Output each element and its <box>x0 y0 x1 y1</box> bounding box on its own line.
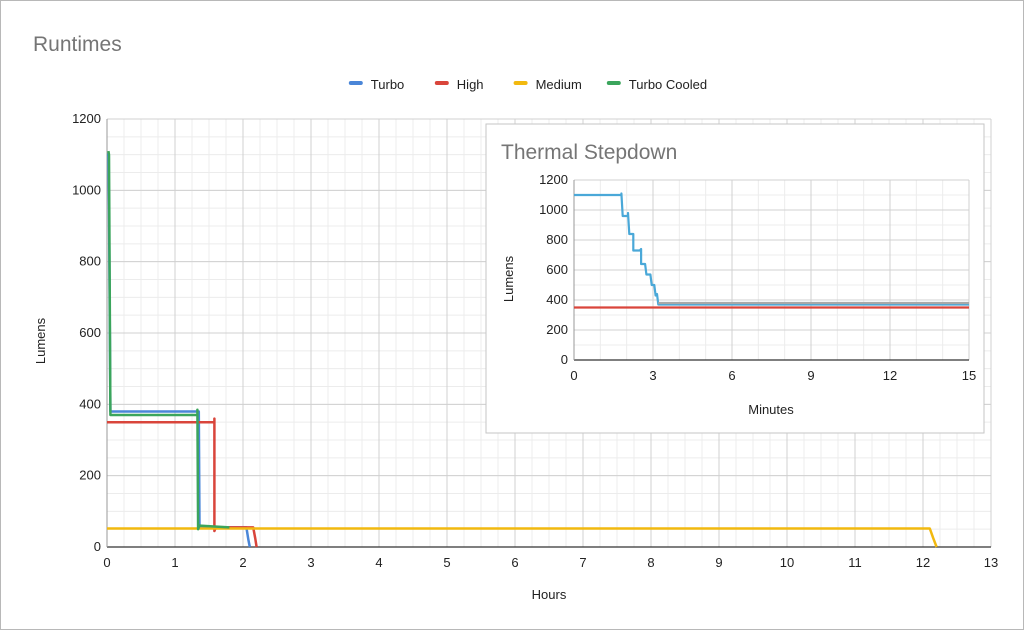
inset-y-axis-label: Lumens <box>501 255 516 302</box>
y-tick-label: 1200 <box>72 111 101 126</box>
x-tick-label: 0 <box>570 368 577 383</box>
x-tick-label: 2 <box>239 555 246 570</box>
x-tick-label: 9 <box>807 368 814 383</box>
legend-swatch <box>513 81 528 85</box>
x-tick-label: 8 <box>647 555 654 570</box>
x-tick-label: 4 <box>375 555 382 570</box>
x-tick-label: 5 <box>443 555 450 570</box>
y-tick-label: 200 <box>546 322 568 337</box>
inset-panel <box>485 123 985 434</box>
y-tick-label: 800 <box>79 254 101 269</box>
series-line-1 <box>574 192 969 306</box>
y-tick-label: 800 <box>546 232 568 247</box>
x-tick-label: 13 <box>984 555 998 570</box>
y-tick-label: 600 <box>79 325 101 340</box>
legend-item-turbo-cooled[interactable]: Turbo Cooled <box>606 77 707 92</box>
legend-label: Medium <box>536 77 582 92</box>
y-tick-label: 200 <box>79 468 101 483</box>
series-line-turbo-cooled <box>107 150 230 531</box>
series-line-medium <box>107 527 938 548</box>
x-tick-label: 7 <box>579 555 586 570</box>
x-tick-label: 3 <box>307 555 314 570</box>
x-tick-label: 12 <box>916 555 930 570</box>
legend-item-turbo[interactable]: Turbo <box>348 77 404 92</box>
main-series-lines <box>107 150 938 548</box>
legend-swatch <box>434 81 449 85</box>
main-y-tick-labels: 0 200 400 600 800 1000 1200 <box>72 111 101 554</box>
x-tick-label: 3 <box>649 368 656 383</box>
inset-x-tick-labels: 0 3 6 9 12 15 <box>570 368 976 383</box>
y-tick-label: 600 <box>546 262 568 277</box>
x-tick-label: 9 <box>715 555 722 570</box>
legend-label: Turbo <box>371 77 404 92</box>
legend-label: High <box>457 77 484 92</box>
inset-grid <box>573 179 970 361</box>
y-tick-label: 0 <box>561 352 568 367</box>
y-tick-label: 1000 <box>539 202 568 217</box>
y-tick-label: 1000 <box>72 182 101 197</box>
x-tick-label: 0 <box>103 555 110 570</box>
x-tick-label: 6 <box>511 555 518 570</box>
main-x-tick-labels: 0 1 2 3 4 5 6 7 8 9 10 11 12 13 <box>103 555 998 570</box>
legend-swatch <box>348 81 363 85</box>
inset-series-lines <box>574 192 969 309</box>
legend-item-high[interactable]: High <box>434 77 484 92</box>
main-x-axis-label: Hours <box>532 587 567 602</box>
inset-x-axis-label: Minutes <box>748 402 794 417</box>
x-tick-label: 12 <box>883 368 897 383</box>
inset-chart-title: Thermal Stepdown <box>501 141 677 164</box>
legend-item-medium[interactable]: Medium <box>513 77 582 92</box>
y-tick-label: 1200 <box>539 172 568 187</box>
x-tick-label: 10 <box>780 555 794 570</box>
legend-swatch <box>606 81 621 85</box>
y-tick-label: 0 <box>94 539 101 554</box>
y-tick-label: 400 <box>546 292 568 307</box>
legend: Turbo High Medium Turbo Cooled <box>348 77 707 92</box>
x-tick-label: 11 <box>848 555 862 570</box>
legend-label: Turbo Cooled <box>629 77 707 92</box>
main-y-axis-label: Lumens <box>33 317 48 364</box>
main-chart-title: Runtimes <box>33 33 122 56</box>
x-tick-label: 15 <box>962 368 976 383</box>
x-tick-label: 6 <box>728 368 735 383</box>
x-tick-label: 1 <box>171 555 178 570</box>
y-tick-label: 400 <box>79 396 101 411</box>
inset-y-tick-labels: 0 200 400 600 800 1000 1200 <box>539 172 568 367</box>
